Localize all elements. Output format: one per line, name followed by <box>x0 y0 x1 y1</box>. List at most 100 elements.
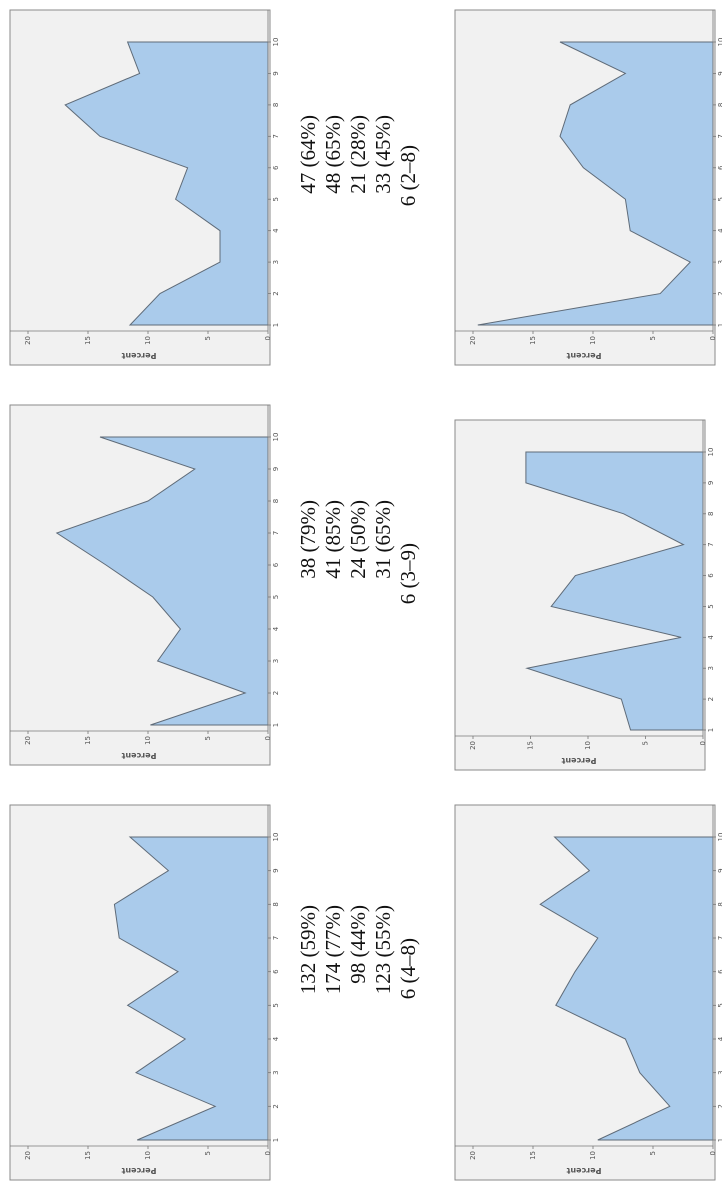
x-tick-label: 1 <box>707 728 715 732</box>
x-tick-label: 1 <box>272 323 280 327</box>
x-tick-label: 9 <box>272 71 280 75</box>
y-tick-label: 10 <box>584 741 592 750</box>
x-tick-label: 8 <box>707 512 715 516</box>
x-tick-label: 8 <box>717 103 722 107</box>
y-tick-label: 0 <box>264 736 272 740</box>
y-tick-label: 5 <box>649 1151 657 1155</box>
x-tick-label: 1 <box>272 723 280 727</box>
x-tick-label: 3 <box>717 260 722 264</box>
x-tick-label: 4 <box>272 228 280 233</box>
summary-text: 123 (55%) <box>371 905 395 994</box>
summary-text: 47 (64%) <box>296 115 320 194</box>
chart: 0 5 10 15 20 1 2 3 4 5 6 7 8 9 10 Percent <box>454 804 722 1181</box>
x-tick-label: 9 <box>717 868 722 872</box>
y-tick-label: 10 <box>144 736 152 745</box>
y-tick-label: 15 <box>84 736 92 745</box>
y-tick-label: 20 <box>24 736 32 745</box>
x-tick-label: 9 <box>717 71 722 75</box>
x-tick-label: 4 <box>717 228 722 233</box>
x-tick-label: 1 <box>717 1138 722 1142</box>
chart: 0 5 10 15 20 1 2 3 4 5 6 7 8 9 10 Percent <box>454 419 715 771</box>
x-tick-label: 9 <box>707 481 715 485</box>
x-tick-label: 10 <box>272 38 280 47</box>
area <box>113 836 269 1141</box>
chart: 0 5 10 15 20 1 2 3 4 5 6 7 8 9 10 Percent <box>9 404 280 766</box>
x-tick-label: 10 <box>707 448 715 457</box>
x-tick-label: 3 <box>717 1070 722 1074</box>
x-tick-label: 8 <box>272 499 280 503</box>
y-tick-label: 0 <box>709 1151 717 1155</box>
x-tick-label: 7 <box>272 531 280 535</box>
summary-text: 31 (65%) <box>371 500 395 579</box>
x-tick-label: 6 <box>272 562 280 567</box>
x-tick-label: 9 <box>272 868 280 872</box>
y-tick-label: 0 <box>264 1151 272 1155</box>
y-tick-label: 10 <box>589 1151 597 1160</box>
summary-text: 174 (77%) <box>321 905 345 994</box>
chart: 0 5 10 15 20 1 2 3 4 5 6 7 8 9 10 Percent <box>9 9 280 366</box>
y-axis-title: Percent <box>566 1166 601 1175</box>
y-tick-label: 10 <box>589 336 597 345</box>
y-tick-label: 15 <box>529 1151 537 1160</box>
y-tick-label: 5 <box>204 1151 212 1155</box>
y-tick-label: 0 <box>264 336 272 340</box>
x-tick-label: 8 <box>272 103 280 107</box>
x-tick-label: 10 <box>717 833 722 842</box>
x-tick-label: 4 <box>707 635 715 640</box>
summary-text: 6 (4–8) <box>396 938 420 999</box>
y-tick-label: 5 <box>204 336 212 340</box>
rotated-page: 0510152012345678910Percent05101520123456… <box>9 9 722 1181</box>
x-tick-label: 3 <box>272 1070 280 1074</box>
area <box>525 451 704 731</box>
x-tick-label: 7 <box>717 134 722 138</box>
y-tick-label: 15 <box>529 336 537 345</box>
summary-text: 6 (2–8) <box>396 145 420 206</box>
x-tick-label: 2 <box>272 1104 280 1108</box>
area <box>539 836 714 1141</box>
x-tick-label: 5 <box>707 604 715 608</box>
summary-text: 41 (85%) <box>321 500 345 579</box>
x-tick-label: 10 <box>717 38 722 47</box>
summary-text: 6 (3–9) <box>396 543 420 604</box>
y-tick-label: 5 <box>642 741 650 745</box>
x-tick-label: 5 <box>272 595 280 599</box>
x-tick-label: 2 <box>272 691 280 695</box>
summary-text: 38 (79%) <box>296 500 320 579</box>
y-axis-title: Percent <box>121 1166 156 1175</box>
y-tick-label: 20 <box>469 1151 477 1160</box>
x-tick-label: 10 <box>272 433 280 442</box>
area <box>477 41 714 326</box>
x-tick-label: 5 <box>717 1003 722 1007</box>
chart: 0 5 10 15 20 1 2 3 4 5 6 7 8 9 10 Percent <box>9 804 280 1181</box>
x-tick-label: 4 <box>272 1036 280 1041</box>
x-tick-label: 6 <box>717 969 722 974</box>
y-axis-title: Percent <box>121 751 156 760</box>
x-tick-label: 8 <box>272 902 280 906</box>
x-tick-label: 6 <box>272 165 280 170</box>
y-tick-label: 10 <box>144 1151 152 1160</box>
y-tick-label: 15 <box>84 1151 92 1160</box>
area <box>55 436 269 726</box>
y-axis-title: Percent <box>561 756 596 765</box>
x-tick-label: 1 <box>272 1138 280 1142</box>
x-tick-label: 4 <box>272 626 280 631</box>
x-tick-label: 7 <box>707 542 715 546</box>
x-tick-label: 8 <box>717 902 722 906</box>
x-tick-label: 2 <box>717 1104 722 1108</box>
x-tick-label: 6 <box>717 165 722 170</box>
x-tick-label: 10 <box>272 833 280 842</box>
y-tick-label: 10 <box>144 336 152 345</box>
summary-text: 21 (28%) <box>346 115 370 194</box>
y-axis-title: Percent <box>121 351 156 360</box>
summary-text: 24 (50%) <box>346 500 370 579</box>
x-tick-label: 1 <box>717 323 722 327</box>
summary-text: 98 (44%) <box>346 905 370 984</box>
x-tick-label: 2 <box>707 697 715 701</box>
summary-text: 132 (59%) <box>296 905 320 994</box>
chart: 0 5 10 15 20 1 2 3 4 5 6 7 8 9 10 Percent <box>454 9 722 366</box>
summary-text: 48 (65%) <box>321 115 345 194</box>
x-tick-label: 4 <box>717 1036 722 1041</box>
x-tick-label: 7 <box>717 936 722 940</box>
y-tick-label: 5 <box>649 336 657 340</box>
